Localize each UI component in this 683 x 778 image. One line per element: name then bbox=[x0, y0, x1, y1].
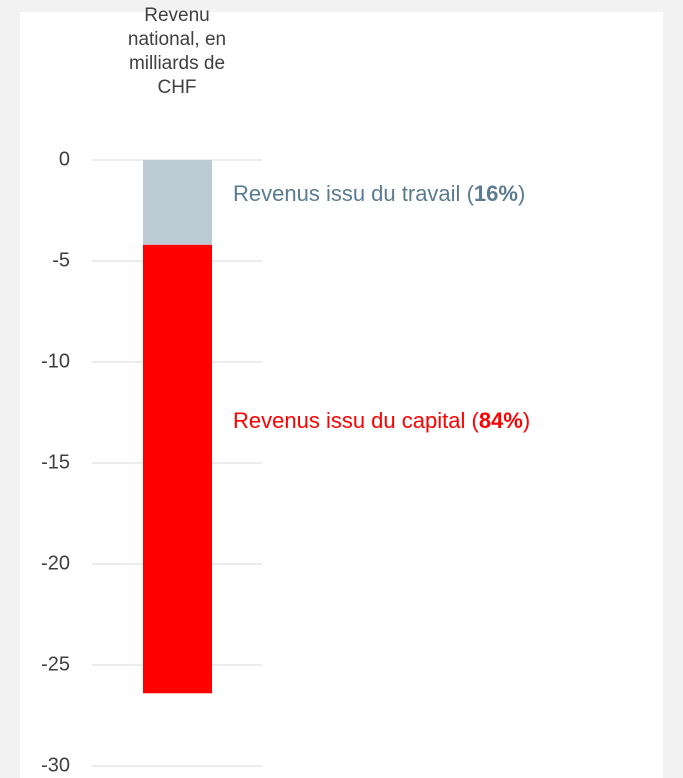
y-tick-label: -20 bbox=[41, 552, 70, 574]
segment-label: Revenus issu du travail (16%) bbox=[233, 181, 525, 206]
chart-title: Revenu national, en milliards de CHF bbox=[127, 5, 227, 98]
y-tick-label: -10 bbox=[41, 350, 70, 372]
y-tick-label: -15 bbox=[41, 451, 70, 473]
series-name: Revenus issu du travail bbox=[233, 181, 460, 206]
segment-label: Revenus issu du capital (84%) bbox=[233, 408, 530, 433]
paren: ) bbox=[518, 181, 525, 206]
paren: ) bbox=[523, 408, 530, 433]
bar-segment bbox=[143, 244, 212, 694]
paren: ( bbox=[465, 408, 479, 433]
bar-segment bbox=[143, 160, 212, 245]
y-tick-label: 0 bbox=[59, 148, 70, 170]
y-tick-label: -30 bbox=[41, 754, 70, 776]
y-tick-label: -25 bbox=[41, 653, 70, 675]
share-label: 16% bbox=[474, 181, 518, 206]
y-tick-label: -5 bbox=[52, 249, 70, 271]
series-name: Revenus issu du capital bbox=[233, 408, 465, 433]
paren: ( bbox=[460, 181, 474, 206]
chart-panel bbox=[20, 12, 663, 778]
share-label: 84% bbox=[479, 408, 523, 433]
